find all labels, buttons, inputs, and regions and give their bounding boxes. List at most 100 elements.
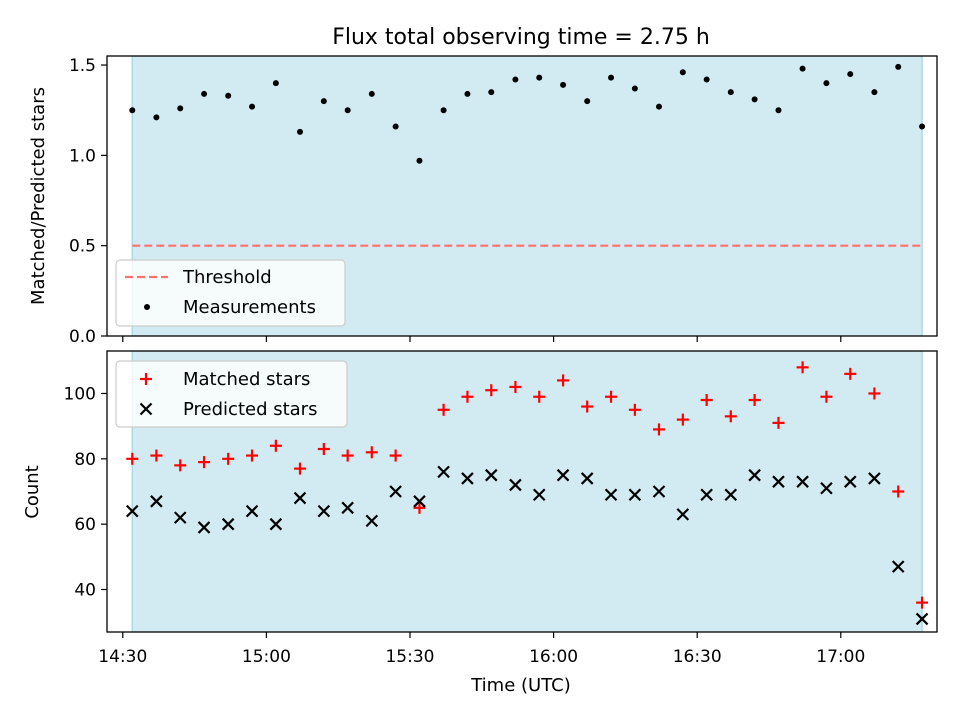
matched-star-point [676, 413, 689, 426]
measurement-point [703, 76, 710, 83]
matched-star-point [820, 390, 833, 403]
measurement-point [895, 63, 902, 70]
matched-star-point [246, 449, 259, 462]
measurement-point [440, 107, 447, 114]
x-tick-label: 16:30 [673, 647, 722, 667]
ratio-y-tick-label: 0.5 [69, 237, 96, 257]
measurement-point [871, 89, 878, 96]
measurement-point [727, 89, 734, 96]
matched-star-point [700, 394, 713, 407]
predicted-star-point [221, 517, 235, 531]
matched-star-point [269, 439, 282, 452]
matched-star-point [317, 443, 330, 456]
predicted-star-point [700, 488, 713, 502]
matched-star-point [772, 416, 785, 429]
predicted-star-point [173, 511, 187, 524]
matched-star-point [461, 390, 474, 403]
measurement-point [296, 128, 303, 135]
matched-star-point [174, 459, 187, 472]
ratio-y-tick-label: 0.0 [69, 327, 96, 347]
chart-title: Flux total observing time = 2.75 h [332, 25, 710, 50]
predicted-star-point [915, 612, 929, 626]
measurement-point [464, 90, 471, 97]
legend-box [115, 360, 348, 428]
matched-star-point [365, 446, 378, 459]
legend-predicted-label: Predicted stars [183, 399, 317, 420]
measurement-point [775, 107, 782, 114]
predicted-star-point [484, 468, 498, 482]
predicted-star-point [413, 495, 426, 508]
matched-star-point [605, 390, 618, 403]
measurement-point [225, 92, 232, 99]
matched-star-point [868, 387, 881, 400]
count-legend: Matched stars Predicted stars [115, 360, 348, 428]
measurement-point [512, 76, 519, 83]
measurement-point [799, 65, 806, 72]
measurement-point [201, 90, 208, 97]
matched-star-point [222, 452, 235, 465]
predicted-star-point [868, 472, 881, 485]
matched-star-point [652, 423, 665, 436]
predicted-star-point [748, 468, 761, 482]
measurement-point [392, 123, 399, 130]
predicted-star-point [796, 475, 809, 488]
measurement-point [919, 123, 926, 130]
ratio-legend: Threshold Measurements [115, 259, 346, 327]
predicted-star-point [652, 485, 666, 498]
measurement-point [272, 80, 279, 87]
measurement-point [751, 96, 758, 103]
measurement-point [679, 69, 686, 76]
measurement-point [344, 107, 351, 114]
x-tick-label: 14:30 [98, 647, 147, 667]
predicted-star-point [389, 485, 402, 498]
predicted-star-point [341, 501, 354, 515]
measurement-point [368, 90, 375, 97]
predicted-star-point [437, 465, 450, 479]
measurement-point [129, 107, 136, 114]
x-tick-label: 16:00 [529, 647, 578, 667]
matched-star-point [341, 449, 354, 462]
matched-star-point [557, 374, 570, 387]
predicted-star-point [245, 504, 259, 518]
matched-star-point [796, 361, 809, 374]
predicted-star-point [365, 514, 379, 528]
predicted-star-point [891, 560, 905, 573]
predicted-star-point [556, 468, 570, 482]
ratio-panel: 0.0 0.5 1.0 1.5 Matched/Predicted stars Thr… [28, 55, 938, 347]
ratio-y-tick-label: 1.5 [69, 56, 96, 76]
matched-star-point [892, 485, 905, 498]
matched-star-point [437, 403, 450, 416]
count-y-tick-label: 60 [74, 515, 96, 535]
x-axis-label: Time (UTC) [470, 675, 571, 696]
legend-measurement-swatch [144, 304, 150, 310]
ratio-y-tick-label: 1.0 [69, 146, 96, 166]
measurement-point [608, 74, 615, 81]
matched-star-point [916, 596, 929, 609]
x-tick-label: 15:30 [385, 647, 434, 667]
x-tick-label: 17:00 [816, 647, 865, 667]
legend-predicted-swatch [139, 402, 153, 416]
measurement-point [847, 71, 854, 78]
predicted-star-point [724, 488, 738, 502]
predicted-star-point [604, 488, 618, 502]
x-tick-label: 15:00 [242, 647, 291, 667]
matched-star-point [126, 452, 139, 465]
predicted-star-point [150, 495, 163, 508]
matched-star-point [533, 390, 546, 403]
measurement-point [560, 81, 567, 88]
measurement-point [177, 105, 184, 112]
measurement-point [536, 74, 543, 81]
matched-star-point [581, 400, 594, 413]
legend-measurements-label: Measurements [183, 297, 316, 318]
count-panel-frame [106, 350, 938, 633]
matched-star-point [748, 394, 761, 407]
measurement-point [631, 85, 638, 92]
predicted-star-point [843, 475, 857, 488]
predicted-star-point [532, 488, 546, 502]
predicted-star-point [293, 491, 307, 505]
predicted-star-point [772, 475, 785, 488]
count-y-tick-label: 100 [64, 384, 96, 404]
predicted-star-point [676, 508, 690, 521]
predicted-star-point [628, 488, 642, 502]
